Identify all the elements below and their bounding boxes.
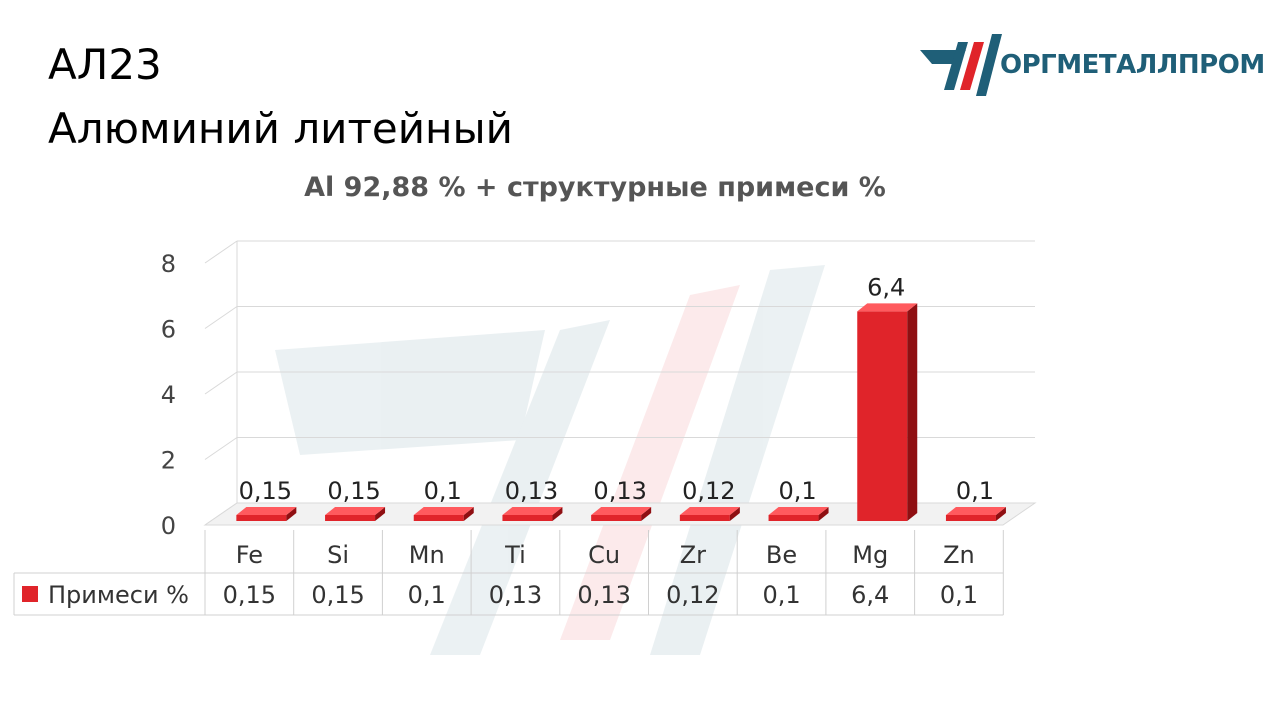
data-label: 0,1 [956, 477, 994, 505]
y-tick-label: 4 [161, 381, 176, 409]
gridline-diag [204, 240, 238, 264]
bar [768, 507, 829, 521]
bar [325, 507, 386, 521]
data-label: 0,13 [505, 477, 558, 505]
chart-title: Al 92,88 % + структурные примеси % [304, 172, 886, 203]
category-label: Be [766, 541, 797, 569]
bar-front [502, 515, 553, 521]
category-label: Si [327, 541, 349, 569]
page-title-grade: АЛ23 [48, 40, 162, 89]
table-value: 0,1 [940, 581, 978, 609]
category-label: Cu [588, 541, 620, 569]
data-label: 0,1 [778, 477, 816, 505]
gridline-diag [204, 306, 238, 329]
bar [857, 303, 918, 521]
bar-front [857, 311, 908, 521]
bar [679, 507, 740, 521]
legend-swatch [22, 586, 38, 602]
category-label: Mg [852, 541, 888, 569]
data-label: 6,4 [867, 273, 905, 301]
table-value: 0,15 [311, 581, 364, 609]
table-value: 0,1 [762, 581, 800, 609]
bar-top [857, 303, 918, 312]
bar-side [818, 507, 829, 521]
table-value: 0,15 [223, 581, 276, 609]
bar-front [679, 515, 730, 521]
table-value: 0,1 [408, 581, 446, 609]
bar [236, 507, 297, 521]
table-value: 6,4 [851, 581, 889, 609]
data-label: 0,15 [327, 477, 380, 505]
bar-top [502, 507, 563, 515]
category-label: Zr [680, 541, 706, 569]
page-subtitle: Алюминий литейный [48, 104, 513, 153]
bar-front [325, 515, 376, 521]
y-tick-label: 6 [161, 316, 176, 344]
table-value: 0,13 [489, 581, 542, 609]
series-name: Примеси % [48, 581, 189, 609]
bar-side [641, 507, 652, 521]
bar-side [907, 303, 918, 521]
bar-front [236, 515, 287, 521]
table-value: 0,13 [577, 581, 630, 609]
category-label: Fe [236, 541, 263, 569]
bar-top [236, 507, 297, 515]
data-label: 0,1 [424, 477, 462, 505]
bar-side [995, 507, 1006, 521]
bar-top [591, 507, 652, 515]
table-value: 0,12 [666, 581, 719, 609]
logo-text: ОРГМЕТАЛЛПРОМ [1000, 50, 1265, 80]
bar-top [325, 507, 386, 515]
data-label: 0,15 [239, 477, 292, 505]
bar [502, 507, 563, 521]
bar-front [768, 515, 819, 521]
bar-side [552, 507, 563, 521]
category-label: Mn [409, 541, 445, 569]
bar-top [768, 507, 829, 515]
category-label: Zn [943, 541, 975, 569]
bar [591, 507, 652, 521]
bar [413, 507, 474, 521]
bar-front [945, 515, 996, 521]
bar-front [413, 515, 464, 521]
category-label: Ti [504, 541, 526, 569]
bar-top [679, 507, 740, 515]
bar-side [375, 507, 386, 521]
bar-side [286, 507, 297, 521]
gridline-diag [204, 371, 238, 395]
gridline-diag [204, 437, 238, 460]
watermark-logo [275, 265, 825, 655]
bar [945, 507, 1006, 521]
bar-top [413, 507, 474, 515]
bar-side [729, 507, 740, 521]
bar-front [591, 515, 642, 521]
data-label: 0,13 [593, 477, 646, 505]
y-tick-label: 0 [161, 512, 176, 540]
y-tick-label: 2 [161, 447, 176, 475]
y-tick-label: 8 [161, 250, 176, 278]
bar-top [945, 507, 1006, 515]
orgmetallprom-logo [920, 34, 1002, 96]
bar-side [463, 507, 474, 521]
data-label: 0,12 [682, 477, 735, 505]
